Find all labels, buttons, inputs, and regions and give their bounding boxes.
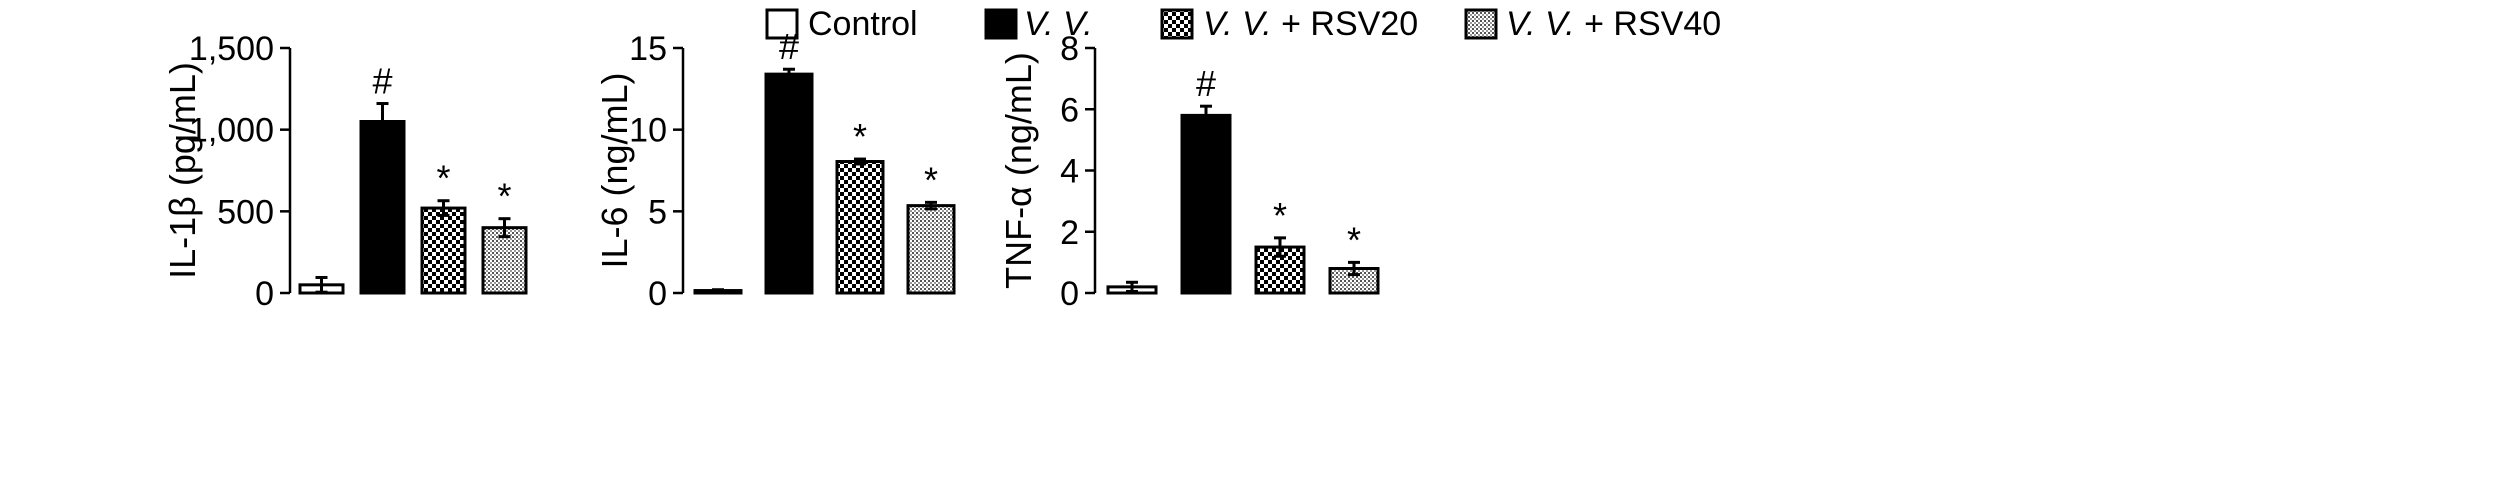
il1b-y-tick-label: 500 (217, 193, 274, 231)
il1b-bar-vv-rsv20 (420, 206, 467, 295)
il1b-bar-vv-rsv40 (481, 226, 528, 295)
tnfa-y-tick-label: 6 (1060, 91, 1079, 129)
il6-y-tick-label: 5 (648, 193, 667, 231)
il1b-y-tick-label: 1,000 (189, 112, 274, 150)
il6-y-tick-label: 15 (629, 30, 667, 68)
il1b-annotation-vv: # (372, 61, 392, 102)
legend-label-vv-rsv20: V. V. + RSV20 (1203, 5, 1418, 43)
il6-y-tick-label: 0 (648, 275, 667, 313)
il6-bar-vv (764, 72, 814, 295)
il1b-annotation-vv-rsv20: * (436, 158, 450, 199)
legend-swatch-vv-rsv40 (1464, 8, 1498, 40)
chart-panel-tnfa: 0 2 4 6 8 TNF-α (ng/mL) # * * (998, 30, 1380, 313)
il6-y-axis-title: IL-6 (ng/mL) (594, 72, 635, 268)
il6-bar-vv-rsv40 (906, 204, 956, 295)
il1b-y-axis-title: IL-1β (pg/mL) (162, 62, 203, 279)
chart-panel-il6: 0 5 10 15 IL-6 (ng/mL) # * * (594, 26, 956, 313)
il1b-annotation-vv-rsv40: * (497, 176, 511, 217)
legend-swatch-vv-rsv20 (1160, 8, 1194, 40)
il6-y-tick-label: 10 (629, 112, 667, 150)
tnfa-y-tick-label: 8 (1060, 30, 1079, 68)
tnfa-annotation-vv: # (1196, 63, 1216, 104)
tnfa-annotation-vv-rsv40: * (1347, 219, 1361, 260)
il6-annotation-vv-rsv40: * (924, 159, 938, 200)
legend-item-vv: V. V. (984, 5, 1093, 43)
tnfa-y-tick-label: 4 (1060, 153, 1079, 191)
il6-annotation-vv-rsv20: * (853, 116, 867, 157)
tnfa-y-tick-label: 2 (1060, 214, 1079, 252)
legend-swatch-vv (984, 8, 1018, 40)
legend-item-vv-rsv20: V. V. + RSV20 (1160, 5, 1418, 43)
il1b-y-tick-label: 0 (255, 275, 274, 313)
il1b-y-tick-label: 1,500 (189, 30, 274, 68)
il6-bar-vv-rsv20 (835, 160, 885, 295)
legend-label-vv: V. V. (1024, 5, 1093, 43)
legend: Control V. V. V. V. + RSV20 V. V. + RSV4… (765, 5, 1721, 43)
tnfa-y-axis-title: TNF-α (ng/mL) (998, 52, 1039, 289)
legend-item-control: Control (765, 5, 918, 43)
il1b-bar-vv (359, 120, 406, 295)
tnfa-annotation-vv-rsv20: * (1273, 195, 1287, 236)
legend-item-vv-rsv40: V. V. + RSV40 (1464, 5, 1721, 43)
tnfa-y-tick-label: 0 (1060, 275, 1079, 313)
legend-label-vv-rsv40: V. V. + RSV40 (1506, 5, 1721, 43)
il6-annotation-vv: # (779, 26, 799, 67)
tnfa-bar-vv (1180, 113, 1232, 295)
legend-swatch-control (765, 8, 799, 40)
legend-label-control: Control (808, 5, 918, 43)
